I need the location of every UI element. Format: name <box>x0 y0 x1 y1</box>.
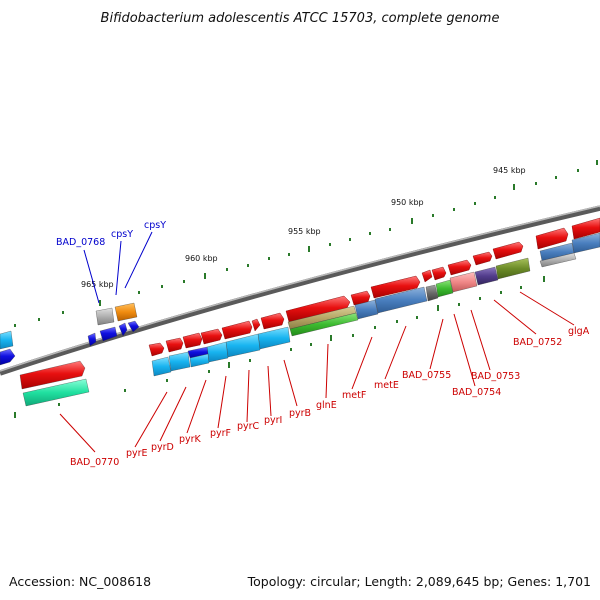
gene-feature <box>350 290 371 306</box>
category-box <box>257 326 291 350</box>
gene-feature <box>535 227 569 250</box>
gene-label-glne: glnE <box>316 400 337 411</box>
gene-feature <box>221 320 253 340</box>
left-genes <box>0 302 140 407</box>
gene-label-bad0753: BAD_0753 <box>471 371 520 382</box>
category-box <box>354 299 379 320</box>
category-box <box>425 284 439 302</box>
forward-strand-genes <box>148 217 600 357</box>
category-box <box>151 356 172 377</box>
gene-feature <box>370 275 421 299</box>
gene-label-bad0755: BAD_0755 <box>402 370 451 381</box>
gene-label-pyrc: pyrC <box>237 421 260 432</box>
genome-title: Bifidobacterium adolescentis ATCC 15703,… <box>101 11 500 26</box>
gene-feature <box>285 295 351 323</box>
category-box <box>168 351 191 372</box>
category-box <box>435 279 454 298</box>
label-leaders-red <box>59 291 575 453</box>
scale-label-960: 960 kbp <box>185 254 218 263</box>
gene-label-mete: metE <box>374 380 399 391</box>
gene-feature <box>447 259 472 276</box>
accession-label: Accession: NC_008618 <box>9 574 151 589</box>
scale-label-965: 965 kbp <box>81 280 114 289</box>
category-box <box>474 266 499 286</box>
gene-label-bad0768: BAD_0768 <box>56 237 105 248</box>
gene-label-cpsy-1: cpsY <box>111 229 133 240</box>
gene-label-pyrf: pyrF <box>210 428 231 439</box>
genome-backbone <box>0 205 600 376</box>
gene-feature <box>87 332 97 347</box>
genome-summary-label: Topology: circular; Length: 2,089,645 bp… <box>247 574 591 589</box>
gene-feature <box>19 360 86 390</box>
category-boxes <box>151 232 600 377</box>
category-box <box>571 232 600 254</box>
scale-ticks-lower <box>14 276 545 418</box>
gene-label-pyri: pyrI <box>264 415 282 426</box>
gene-feature <box>127 320 140 333</box>
gene-feature <box>114 302 138 322</box>
gene-feature <box>571 217 600 240</box>
gene-label-pyre: pyrE <box>126 448 148 459</box>
gene-feature <box>431 266 447 281</box>
gene-feature <box>260 312 285 330</box>
category-box <box>289 312 359 337</box>
gene-label-pyrb: pyrB <box>289 408 311 419</box>
gene-feature <box>148 342 165 357</box>
gene-feature <box>95 307 115 326</box>
gene-label-bad0770: BAD_0770 <box>70 457 119 468</box>
scale-label-955: 955 kbp <box>288 227 321 236</box>
gene-feature <box>421 269 433 283</box>
category-box <box>189 353 210 368</box>
label-leaders-blue <box>83 231 153 304</box>
gene-feature <box>0 348 16 366</box>
gene-feature <box>200 328 223 345</box>
gene-label-glga: glgA <box>568 326 590 337</box>
genome-backbone-highlight <box>0 205 600 372</box>
category-box <box>449 271 478 293</box>
gene-feature <box>472 251 493 266</box>
scale-label-945: 945 kbp <box>493 166 526 175</box>
gene-label-pyrk: pyrK <box>179 434 202 445</box>
gene-label-bad0752: BAD_0752 <box>513 337 562 348</box>
scale-ticks-upper <box>14 160 598 327</box>
gene-feature <box>99 326 118 342</box>
category-box <box>206 341 229 363</box>
gene-feature <box>22 378 90 407</box>
category-box <box>374 286 428 314</box>
gene-label-cpsy-2: cpsY <box>144 220 166 231</box>
scale-label-950: 950 kbp <box>391 198 424 207</box>
gene-label-metf: metF <box>342 390 366 401</box>
gene-feature <box>182 332 203 349</box>
gene-label-pyrd: pyrD <box>151 442 174 453</box>
gene-label-bad0754: BAD_0754 <box>452 387 501 398</box>
gene-feature <box>118 322 128 337</box>
gene-feature <box>492 241 524 260</box>
gene-feature <box>165 337 184 353</box>
category-box <box>495 257 531 280</box>
category-box <box>539 252 577 268</box>
gene-feature <box>0 330 14 350</box>
gene-feature <box>251 318 261 332</box>
